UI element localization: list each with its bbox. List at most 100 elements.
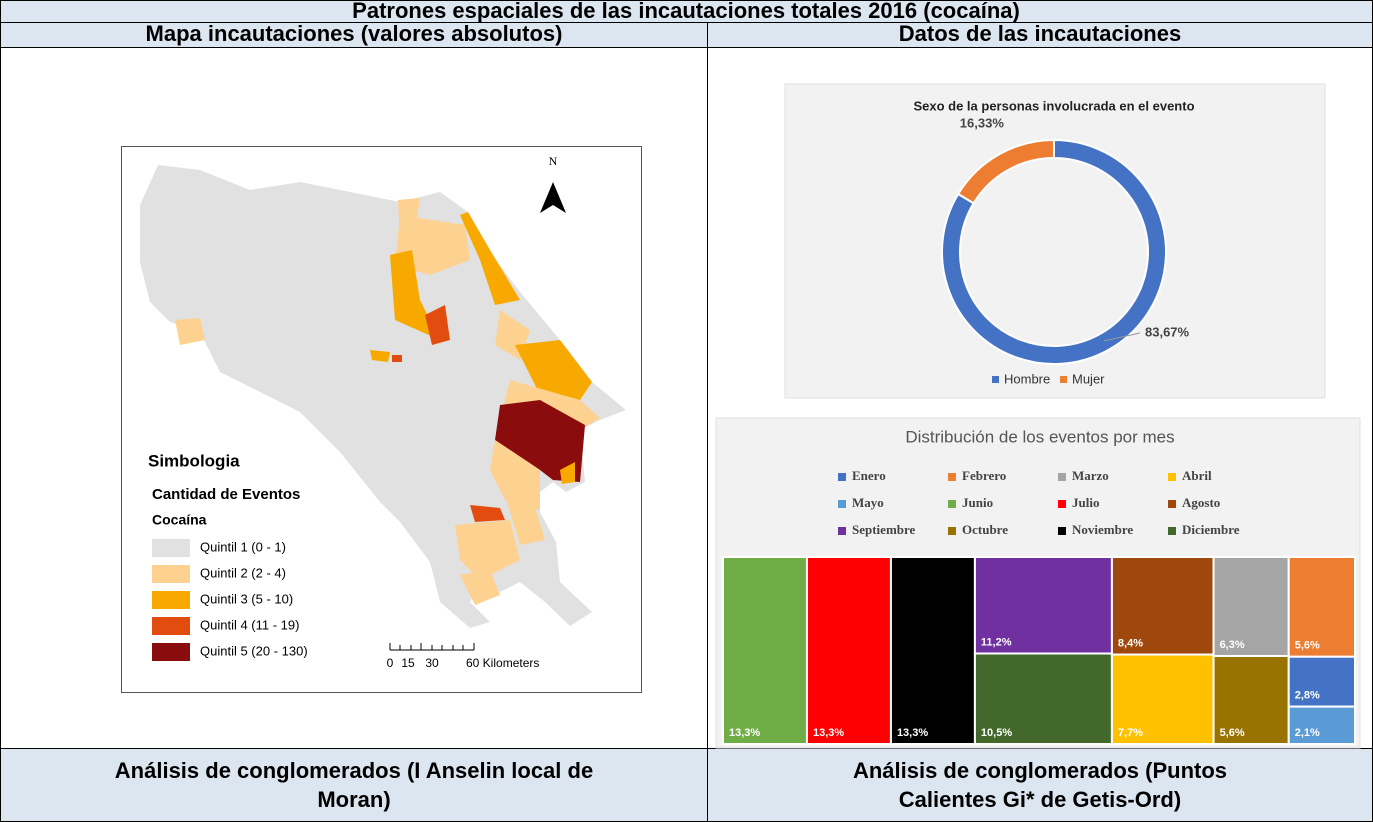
header: Datos de las incautaciones [899,21,1181,46]
legend-subtitle: Cantidad de Eventos [152,486,300,503]
scale-bar [389,643,475,651]
header: Mapa incautaciones (valores absolutos) [146,21,563,46]
legend-label: Diciembre [1182,522,1240,537]
legend-swatch [1168,527,1176,535]
legend-label: Octubre [962,522,1008,537]
scale-label: 60 Kilometers [466,656,539,670]
treemap-cell [722,556,808,745]
legend-label: Junio [962,495,993,510]
treemap-cell [1110,556,1215,656]
region [455,520,520,580]
region [392,355,402,362]
treemap-cell [1212,655,1290,745]
legend-label: Noviembre [1072,522,1133,537]
data-label: 13,3% [729,727,760,739]
donut-segment [956,138,1055,205]
legend-swatch [1058,500,1066,508]
map [140,165,626,628]
legend-label: Mujer [1072,371,1105,386]
legend-label: Julio [1072,495,1099,510]
legend-subtitle: Cocaína [152,512,207,528]
treemap-cell [889,556,976,745]
data-label: 11,2% [981,636,1012,648]
region [505,490,545,545]
region [410,220,440,255]
leader-line [1103,332,1141,342]
data-label: 13,3% [897,727,928,739]
treemap-cell [1287,655,1357,708]
scale-label: 30 [425,656,439,670]
treemap-cell [1110,653,1215,746]
legend-label: Febrero [962,468,1006,483]
treemap-cell [1287,556,1357,658]
legend-swatch [1168,473,1176,481]
legend-label: Septiembre [852,522,916,537]
legend-title: Simbologia [148,451,240,470]
data-label: 2,1% [1295,727,1320,739]
title: Patrones espaciales de las incautaciones… [352,0,1020,23]
legend-swatch [838,473,846,481]
legend-label: Mayo [852,495,884,510]
chart-title: Sexo de la personas involucrada en el ev… [913,98,1194,113]
data-label: 16,33% [960,115,1005,130]
data-label: 5,6% [1295,640,1320,652]
legend-swatch [948,500,956,508]
header: Análisis de conglomerados (I Anselin loc… [115,758,593,783]
legend-label: Quintil 2 (2 - 4) [200,565,286,580]
legend-swatch [152,617,190,635]
legend-swatch [992,376,999,383]
region [460,570,500,605]
legend-label: Abril [1182,468,1212,483]
region [515,340,592,400]
north-arrow [540,182,566,213]
region [175,318,205,345]
donut-segment [941,138,1167,365]
legend-label: Hombre [1004,371,1050,386]
legend-label: Enero [852,468,886,483]
legend-swatch [152,643,190,661]
region [495,400,585,482]
legend-swatch [1058,527,1066,535]
legend-swatch [838,527,846,535]
header: Calientes Gi* de Getis-Ord) [899,787,1181,812]
legend-swatch [152,539,190,557]
region [460,212,520,305]
treemap-cell [1212,556,1290,657]
data-label: 7,7% [1118,727,1143,739]
data-label: 10,5% [981,727,1012,739]
scale-label: 0 [387,656,394,670]
data-label: 13,3% [813,727,844,739]
legend-label: Marzo [1072,468,1109,483]
data-label: 5,6% [1220,727,1245,739]
region [560,462,575,484]
legend-swatch [152,591,190,609]
treemap-cell [805,556,892,745]
legend-swatch [1058,473,1066,481]
legend-label: Quintil 4 (11 - 19) [200,617,299,632]
treemap-cell [973,556,1113,655]
chart-title: Distribución de los eventos por mes [905,427,1174,446]
treemap-cell [1287,705,1357,745]
legend-swatch [838,500,846,508]
legend-swatch [948,473,956,481]
header: Análisis de conglomerados (Puntos [853,758,1227,783]
data-label: 2,8% [1295,690,1320,702]
north-label: N [549,154,558,168]
legend-label: Quintil 5 (20 - 130) [200,643,308,658]
legend-swatch [152,565,190,583]
data-label: 8,4% [1118,637,1143,649]
data-label: 83,67% [1145,324,1190,339]
legend-swatch [1060,376,1067,383]
header-cell [0,748,708,822]
header: Moran) [317,787,390,812]
legend-label: Quintil 3 (5 - 10) [200,591,293,606]
data-label: 6,3% [1220,639,1245,651]
region [425,305,450,345]
scale-label: 15 [401,656,415,670]
legend-label: Quintil 1 (0 - 1) [200,539,286,554]
legend-label: Agosto [1182,495,1220,510]
header-cell [707,748,1373,822]
region [470,505,505,522]
legend-swatch [948,527,956,535]
